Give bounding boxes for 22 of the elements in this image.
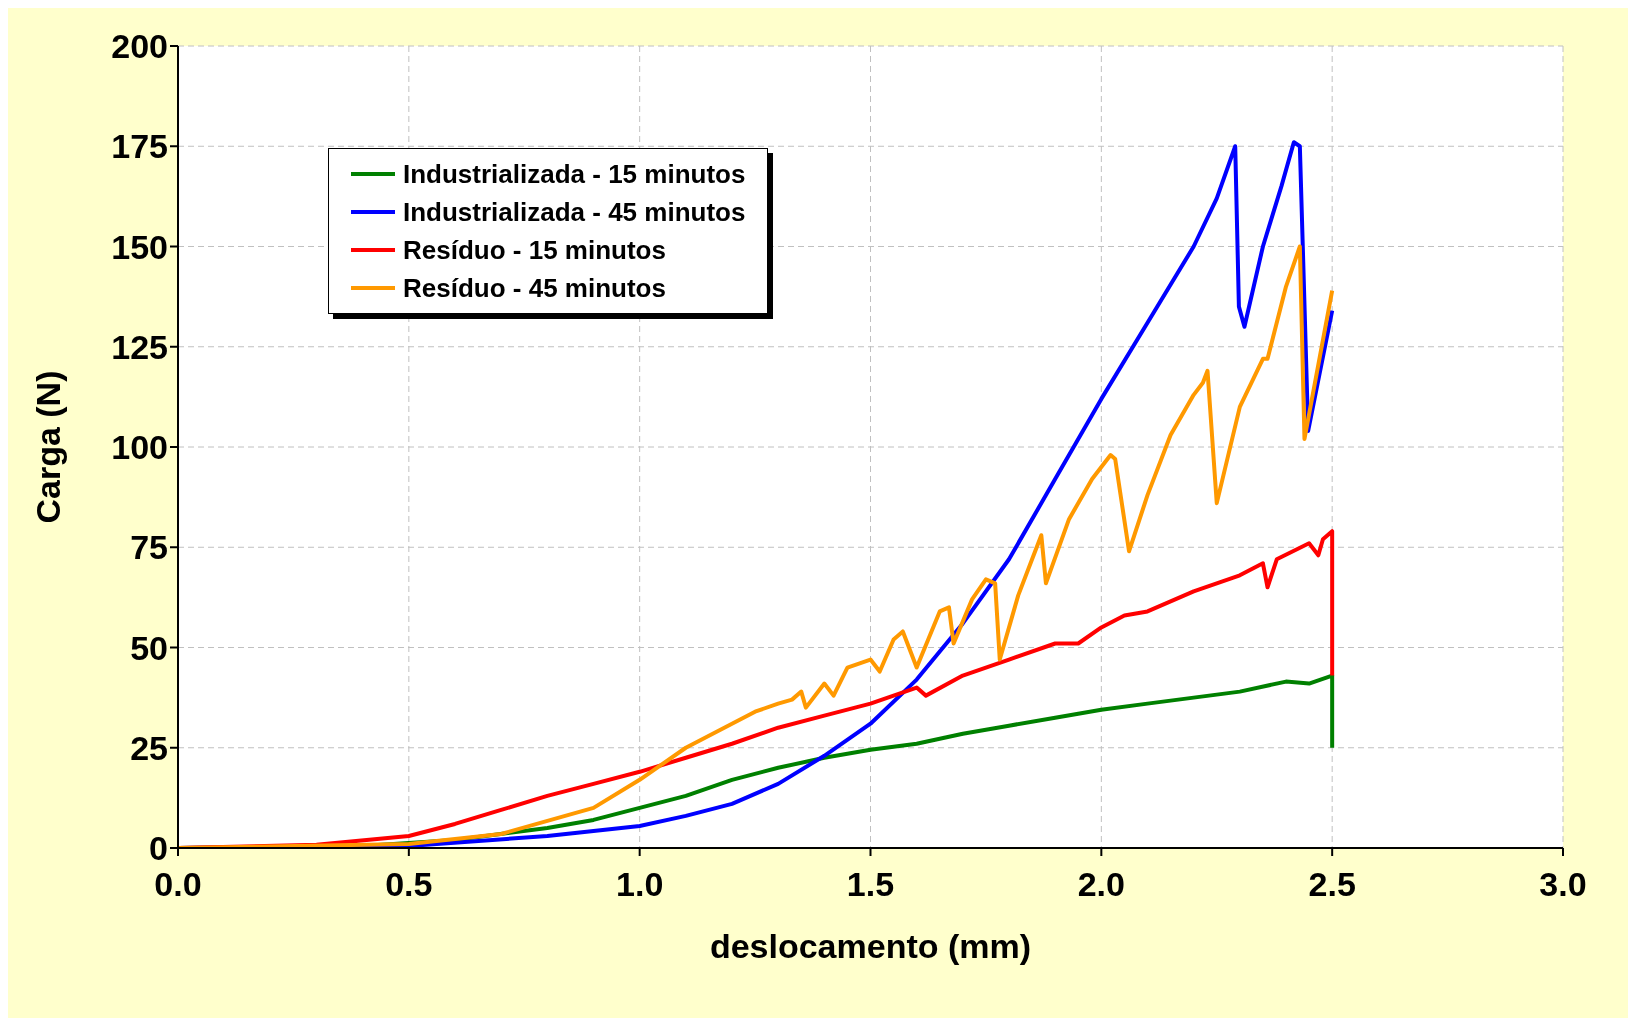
y-axis-title: Carga (N) <box>29 370 68 524</box>
y-tick-label: 200 <box>111 27 168 66</box>
x-tick-label: 3.0 <box>1539 865 1587 904</box>
y-tick-label: 100 <box>111 428 168 467</box>
legend-label: Industrializada - 15 minutos <box>403 158 746 191</box>
x-tick-label: 0.0 <box>154 865 202 904</box>
legend-label: Resíduo - 45 minutos <box>403 272 666 305</box>
x-tick-label: 2.5 <box>1308 865 1356 904</box>
legend-label: Resíduo - 15 minutos <box>403 234 666 267</box>
y-tick-label: 25 <box>130 728 168 767</box>
y-tick-label: 0 <box>149 829 168 868</box>
x-axis-title: deslocamento (mm) <box>709 927 1032 965</box>
y-tick-label: 175 <box>111 127 168 166</box>
x-tick-label: 0.5 <box>385 865 433 904</box>
x-tick-label: 2.0 <box>1077 865 1125 904</box>
y-tick-label: 75 <box>130 528 168 567</box>
x-tick-label: 1.5 <box>846 865 895 904</box>
y-tick-label: 50 <box>130 628 168 667</box>
x-tick-label: 1.0 <box>616 865 664 904</box>
y-tick-label: 150 <box>111 227 168 266</box>
legend-label: Industrializada - 45 minutos <box>403 196 746 229</box>
y-tick-label: 125 <box>111 327 168 366</box>
